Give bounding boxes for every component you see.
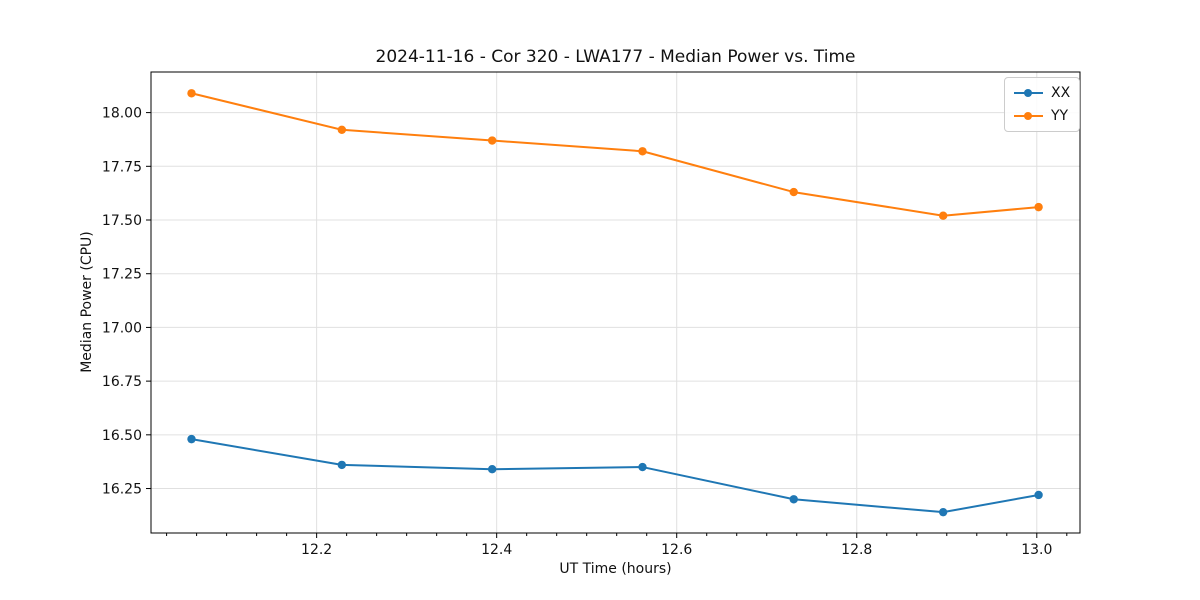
x-tick-label: 12.6 xyxy=(661,542,692,558)
legend-label-xx: XX xyxy=(1051,85,1071,101)
data-point-yy xyxy=(337,125,347,134)
legend-line-sample-yy xyxy=(1014,105,1043,127)
legend-label-yy: YY xyxy=(1051,108,1069,124)
y-axis-label: Median Power (CPU) xyxy=(79,231,95,373)
axes-spines xyxy=(150,71,1081,534)
data-point-xx xyxy=(187,434,196,444)
legend-entry-xx: XX xyxy=(1014,82,1070,104)
legend-line-sample-xx xyxy=(1014,82,1043,104)
y-tick-label: 17.00 xyxy=(102,320,142,336)
data-point-xx xyxy=(337,460,347,470)
y-tick-label: 16.75 xyxy=(102,374,142,390)
y-tick-label: 16.50 xyxy=(102,428,142,444)
data-point-xx xyxy=(1034,490,1043,500)
data-point-xx xyxy=(487,464,497,474)
x-tick-label: 12.2 xyxy=(301,542,332,558)
series-line-xx xyxy=(190,438,1040,514)
data-point-xx xyxy=(638,462,647,472)
data-point-yy xyxy=(789,187,798,197)
y-tick-label: 16.25 xyxy=(102,482,142,498)
legend: XX YY xyxy=(1004,77,1081,132)
data-point-yy xyxy=(938,211,948,220)
legend-dot-icon xyxy=(1024,89,1032,97)
x-tick-label: 12.8 xyxy=(841,542,872,558)
y-tick-label: 18.00 xyxy=(102,106,142,122)
x-tick-label: 12.4 xyxy=(481,542,512,558)
y-tick-label: 17.25 xyxy=(102,267,142,283)
data-point-yy xyxy=(487,136,497,145)
legend-dot-icon xyxy=(1024,112,1032,120)
chart-title: 2024-11-16 - Cor 320 - LWA177 - Median P… xyxy=(375,47,856,67)
y-tick-label: 17.75 xyxy=(102,159,142,175)
data-point-yy xyxy=(187,89,196,98)
y-tick-label: 17.50 xyxy=(102,213,142,229)
x-axis-label: UT Time (hours) xyxy=(559,561,672,577)
data-point-yy xyxy=(1034,202,1043,212)
data-point-yy xyxy=(638,147,647,156)
data-point-xx xyxy=(789,495,798,504)
data-point-xx xyxy=(938,507,948,517)
legend-entry-yy: YY xyxy=(1014,105,1070,127)
series-line-yy xyxy=(190,92,1040,217)
x-tick-label: 13.0 xyxy=(1021,542,1052,558)
